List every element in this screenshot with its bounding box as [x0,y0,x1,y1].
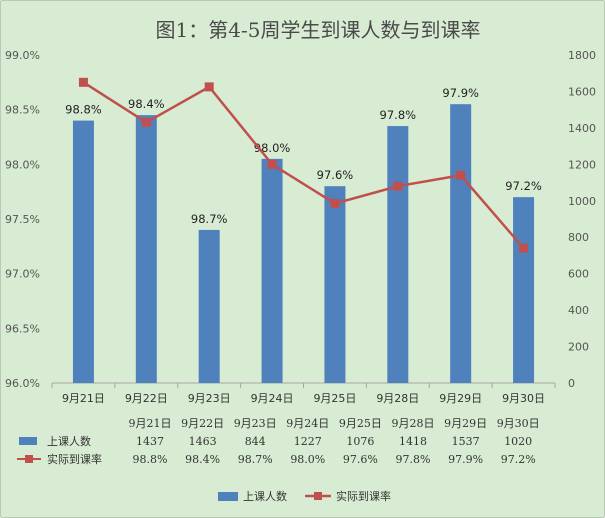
x-axis-label: 9月28日 [376,392,419,405]
right-axis-tick: 800 [568,231,589,244]
table-row-label: 上课人数 [47,435,91,448]
line-marker [204,82,214,92]
legend-marker [314,492,322,500]
bar-data-label: 97.8% [380,108,417,122]
table-header-cell: 9月23日 [234,417,277,430]
line-marker [393,181,403,191]
table-cell: 1463 [189,435,217,448]
x-axis-label: 9月23日 [188,392,231,405]
table-header-cell: 9月22日 [181,417,224,430]
legend-bar-key [218,492,238,501]
bar-data-label: 97.2% [505,179,542,193]
line-marker [456,170,466,180]
data-table: 9月21日 9月22日 9月23日 9月24日 9月25日 9月28日 9月29日 9月30日… [17,417,540,466]
left-axis-tick: 98.5% [5,104,40,117]
table-header-cell: 9月29日 [444,417,487,430]
legend-label: 上课人数 [243,490,287,503]
table-cell: 1437 [136,435,164,448]
bar [261,158,283,383]
bar-data-label: 97.9% [442,86,479,100]
right-axis-tick: 1000 [568,195,596,208]
right-axis-tick: 1600 [568,85,596,98]
table-cell: 98.4% [185,453,220,466]
right-axis-tick: 1800 [568,49,596,62]
left-axis-tick: 97.5% [5,213,40,226]
table-cell: 1227 [294,435,322,448]
table-cell: 98.8% [133,453,168,466]
line-marker [267,159,277,169]
table-header-cell: 9月24日 [286,417,329,430]
table-header-cell: 9月21日 [129,417,172,430]
line-series [82,81,525,249]
left-axis-tick: 96.0% [5,377,40,390]
x-axis-label: 9月30日 [502,392,545,405]
bar-data-label: 98.8% [65,103,102,117]
table-cell: 97.6% [343,453,378,466]
table-cell: 98.0% [290,453,325,466]
bar-data-label: 97.6% [317,168,354,182]
bar [324,186,346,383]
table-cell: 1537 [452,435,480,448]
x-axis-label: 9月22日 [125,392,168,405]
right-axis-tick: 1200 [568,158,596,171]
table-cell: 98.7% [238,453,273,466]
bar [387,126,409,384]
table-cell: 1076 [346,435,374,448]
chart-title: 图1：第4-5周学生到课人数与到课率 [156,18,481,42]
x-axis-label: 9月21日 [62,392,105,405]
table-cell: 844 [245,435,266,448]
right-axis-tick: 1400 [568,122,596,135]
table-header-cell: 9月28日 [392,417,435,430]
legend-label: 实际到课率 [336,489,391,503]
table-legend-marker [25,455,33,463]
line-marker [141,117,151,127]
bar [513,197,535,383]
right-axis-tick: 0 [568,377,575,390]
x-axis-label: 9月25日 [313,392,356,405]
x-axis-label: 9月24日 [251,392,294,405]
left-axis-tick: 99.0% [5,49,40,62]
table-row-label: 实际到课率 [47,452,102,466]
right-axis-tick: 600 [568,268,589,281]
line-marker [519,243,529,253]
table-cell: 97.8% [396,453,431,466]
right-axis-tick: 400 [568,304,589,317]
bar [72,120,94,383]
left-axis-tick: 96.5% [5,322,40,335]
table-cell: 97.2% [501,453,536,466]
right-axis-tick: 200 [568,341,589,354]
x-axis-label: 9月29日 [439,392,482,405]
bar-data-label: 98.7% [191,212,228,226]
bar-data-label: 98.4% [128,97,165,111]
bar [198,229,220,383]
line-marker [78,77,88,87]
bar [450,104,472,383]
chart-legend: 上课人数 实际到课率 [218,489,391,503]
table-cell: 97.9% [448,453,483,466]
table-cell: 1020 [504,435,532,448]
table-cell: 1418 [399,435,427,448]
table-header-cell: 9月30日 [497,417,540,430]
bar [135,115,157,383]
table-legend-bar-key [19,437,37,445]
left-axis-tick: 97.0% [5,268,40,281]
line-marker [330,199,340,209]
left-axis-tick: 98.0% [5,158,40,171]
table-header-cell: 9月25日 [339,417,382,430]
plot-area: 96.0% 96.5% 97.0% 97.5% 98.0% 98.5% 99.0% 0 200 4… [5,49,596,405]
